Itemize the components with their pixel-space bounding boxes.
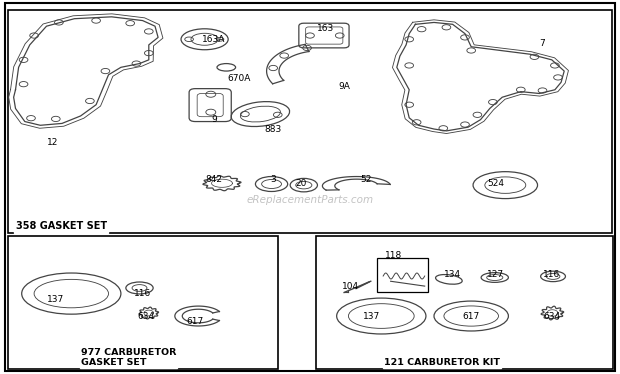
Text: 134: 134 <box>444 270 461 279</box>
Text: 883: 883 <box>264 125 281 134</box>
Text: 617: 617 <box>463 312 480 321</box>
Bar <box>316 236 613 369</box>
Text: 52: 52 <box>360 175 371 184</box>
Bar <box>8 10 612 233</box>
Text: 127: 127 <box>487 270 505 279</box>
Text: 358 GASKET SET: 358 GASKET SET <box>16 221 107 231</box>
Bar <box>377 258 428 292</box>
Text: 104: 104 <box>342 282 359 291</box>
Text: 20: 20 <box>295 179 306 188</box>
Text: 118: 118 <box>384 251 402 260</box>
Bar <box>8 236 278 369</box>
Text: 842: 842 <box>205 175 223 184</box>
Text: 617: 617 <box>187 317 204 326</box>
Text: 9: 9 <box>211 115 217 124</box>
Text: 137: 137 <box>47 295 64 304</box>
Text: 524: 524 <box>487 179 505 188</box>
Text: 634: 634 <box>543 312 560 321</box>
Text: 116: 116 <box>543 270 560 279</box>
Text: 977 CARBURETOR
GASKET SET: 977 CARBURETOR GASKET SET <box>81 348 176 367</box>
Text: 12: 12 <box>47 138 58 147</box>
Text: 116: 116 <box>134 289 151 298</box>
Text: 670A: 670A <box>227 74 250 83</box>
Text: 7: 7 <box>539 39 546 47</box>
Text: 3: 3 <box>270 175 276 184</box>
Text: 9A: 9A <box>338 82 350 91</box>
Text: 121 CARBURETOR KIT: 121 CARBURETOR KIT <box>384 358 500 367</box>
Text: 634: 634 <box>137 312 154 321</box>
Text: 137: 137 <box>363 312 381 321</box>
Text: 163: 163 <box>317 24 334 33</box>
Text: 163A: 163A <box>202 35 226 44</box>
Text: eReplacementParts.com: eReplacementParts.com <box>246 195 374 205</box>
